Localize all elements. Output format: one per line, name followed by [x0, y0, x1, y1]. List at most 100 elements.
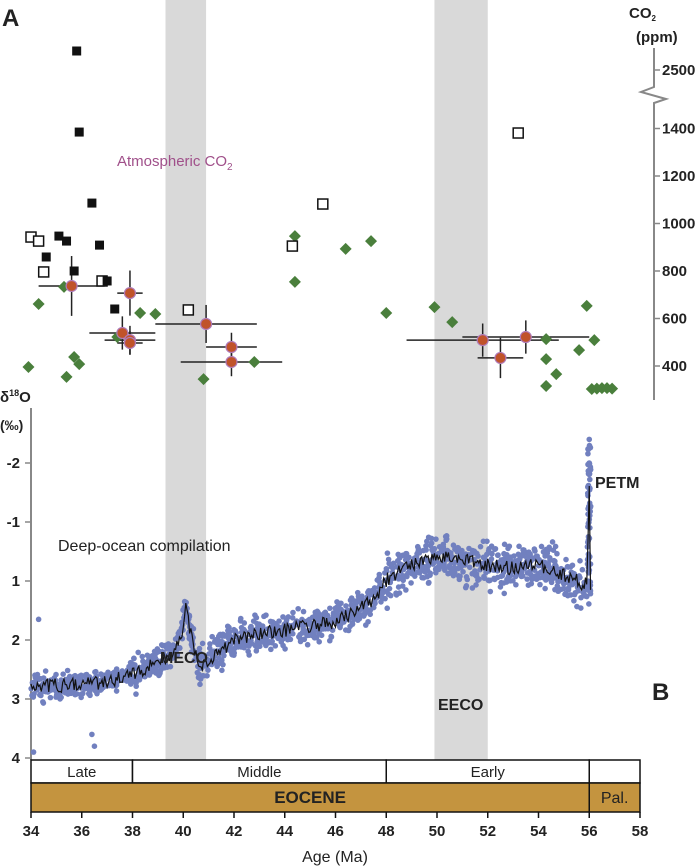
d18o-point [263, 634, 270, 641]
co2-diamond-point [580, 299, 593, 312]
d18o-point [513, 581, 519, 588]
epoch-label: Pal. [601, 790, 629, 807]
co2-axis-label: CO2 [629, 5, 657, 23]
d18o-point [578, 594, 584, 601]
subepoch-label: Middle [237, 764, 281, 781]
co2-diamond-point [22, 360, 35, 373]
age-tick-label: 54 [530, 823, 547, 840]
co2-circle-point [65, 279, 78, 293]
d18o-point [516, 543, 522, 550]
d18o-point [506, 543, 513, 550]
d18o-point [387, 592, 394, 599]
d18o-point [400, 573, 406, 580]
d18o-axis-label: δ18O [0, 388, 31, 406]
d18o-point [362, 608, 368, 614]
d18o-point [498, 573, 505, 580]
d18o-point [577, 558, 583, 564]
d18o-point [226, 624, 232, 631]
d18o-point [333, 608, 340, 614]
d18o-tick-label: -1 [7, 514, 20, 531]
d18o-point [526, 568, 533, 575]
d18o-point [552, 558, 558, 565]
d18o-point [183, 599, 189, 606]
co2-filled-square-point [62, 236, 72, 246]
event-bands [165, 0, 488, 760]
d18o-point [194, 669, 201, 676]
d18o-point [521, 547, 527, 553]
d18o-outlier-point [35, 616, 42, 623]
d18o-point [397, 555, 403, 561]
co2-tick-label: 1000 [662, 216, 695, 233]
age-tick-label: 46 [327, 823, 344, 840]
co2-diamond-point [60, 370, 73, 383]
d18o-point [40, 700, 47, 706]
co2-diamond-point [149, 307, 162, 320]
d18o-point [463, 574, 470, 580]
d18o-point [533, 576, 540, 583]
d18o-point [57, 696, 63, 702]
d18o-point [32, 674, 39, 681]
co2-circle-point [116, 326, 129, 340]
d18o-point [311, 614, 317, 621]
d18o-point [328, 616, 334, 623]
d18o-point [396, 590, 403, 596]
co2-diamond-point [588, 334, 601, 347]
d18o-point [423, 543, 429, 549]
d18o-point [476, 576, 482, 583]
eeco-label: EECO [438, 697, 483, 714]
d18o-point [498, 557, 505, 563]
d18o-point [473, 582, 479, 588]
d18o-point [455, 544, 461, 551]
d18o-point [351, 604, 357, 611]
d18o-point [370, 604, 377, 611]
d18o-point [260, 639, 267, 646]
d18o-point [404, 554, 410, 560]
d18o-point [500, 580, 507, 586]
d18o-point [554, 550, 560, 557]
d18o-point [362, 622, 369, 628]
d18o-point [442, 533, 449, 540]
d18o-point [457, 564, 464, 571]
d18o-point [356, 595, 362, 602]
d18o-point [140, 662, 147, 669]
d18o-point [56, 685, 63, 691]
d18o-point [215, 641, 221, 648]
d18o-point [321, 610, 328, 616]
d18o-point [347, 597, 354, 604]
age-tick-label: 36 [73, 823, 90, 840]
d18o-axis-unit: (‰) [0, 417, 23, 433]
d18o-point [64, 667, 71, 674]
meco-label: MECO [160, 650, 208, 667]
co2-diamond-point [134, 307, 147, 320]
d18o-point [441, 564, 448, 571]
d18o-point [572, 589, 579, 596]
co2-diamond-point [540, 379, 553, 392]
d18o-point [254, 639, 260, 646]
d18o-point [328, 634, 335, 640]
d18o-point [338, 606, 344, 613]
co2-diamond-point [288, 230, 301, 243]
d18o-point [563, 556, 569, 563]
d18o-point [460, 568, 466, 575]
d18o-point [128, 676, 135, 683]
d18o-point [245, 648, 251, 655]
co2-filled-square-point [72, 46, 82, 56]
d18o-point [47, 694, 54, 701]
d18o-point [546, 555, 553, 561]
co2-diamond-point [339, 242, 352, 255]
d18o-point [450, 542, 457, 549]
age-tick-label: 48 [378, 823, 395, 840]
co2-tick-label: 600 [662, 311, 687, 328]
d18o-point [42, 668, 49, 674]
d18o-point [200, 653, 207, 660]
d18o-tick-label: 1 [12, 573, 20, 590]
co2-open-square-point [317, 198, 329, 210]
d18o-point [501, 541, 508, 548]
d18o-point [446, 563, 453, 569]
d18o-point [199, 640, 206, 647]
d18o-point [347, 623, 353, 630]
co2-tick-label: 1400 [662, 121, 695, 138]
panel-b-label: B [652, 679, 669, 706]
d18o-point [131, 655, 137, 662]
d18o-tick-label: 3 [12, 691, 20, 708]
